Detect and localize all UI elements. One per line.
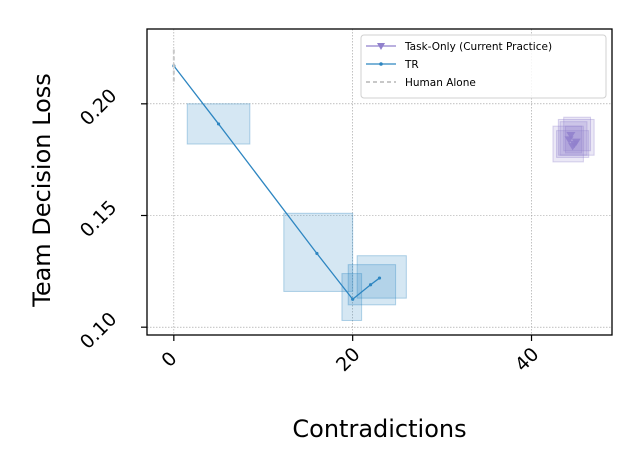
series-0-point-3	[566, 131, 576, 140]
series-1-box-2	[341, 273, 363, 321]
plot-frame	[146, 28, 613, 336]
uncertainty-boxes	[186, 103, 595, 321]
series-1-point-5	[377, 276, 382, 280]
x-axis-label: Contradictions	[292, 415, 466, 443]
series-1-point-3	[351, 297, 355, 301]
series-1-box-4	[356, 255, 407, 299]
x-tick-label-1: 20	[332, 343, 365, 376]
series-0-box-5	[563, 116, 592, 152]
series-0-box-4	[557, 118, 595, 156]
x-tick-label-2: 40	[511, 343, 544, 376]
series-1-line	[173, 65, 380, 301]
legend-marker-1	[379, 62, 383, 66]
legend-label-1: TR	[404, 59, 419, 71]
x-tick-label-0: 0	[157, 348, 181, 372]
legend: Task-Only (Current Practice) TR Human Alon…	[360, 34, 607, 99]
series-0-point-4	[569, 140, 579, 149]
series-1-point-1	[216, 122, 221, 126]
series-1-point-4	[368, 283, 373, 287]
y-tick-label-2: 0.20	[76, 85, 121, 130]
legend-label-2: Human Alone	[405, 77, 476, 89]
series-lines	[172, 47, 581, 301]
series-1-box-1	[283, 212, 354, 292]
legend-label-0: Task-Only (Current Practice)	[404, 41, 552, 53]
series-0-box-1	[559, 121, 588, 156]
legend-marker-0	[377, 43, 385, 50]
y-tick-label-1: 0.15	[76, 196, 121, 241]
series-1-point-2	[315, 251, 319, 256]
legend-frame	[360, 34, 607, 99]
y-tick-label-0: 0.10	[76, 308, 121, 353]
y-axis-label: Team Decision Loss	[28, 73, 56, 308]
